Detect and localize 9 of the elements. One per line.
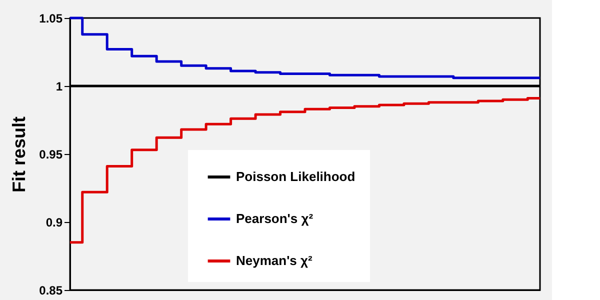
y-tick-label: 1.05	[39, 12, 63, 26]
y-axis-title: Fit result	[9, 116, 30, 193]
legend-label: Pearson's χ²	[236, 211, 314, 226]
y-tick-label: 0.95	[39, 148, 63, 162]
y-tick-label: 1	[56, 80, 63, 94]
y-tick-label: 0.85	[39, 284, 63, 298]
legend-label: Poisson Likelihood	[236, 169, 356, 184]
y-tick-label: 0.9	[46, 216, 63, 230]
legend-label: Neyman's χ²	[236, 253, 313, 268]
